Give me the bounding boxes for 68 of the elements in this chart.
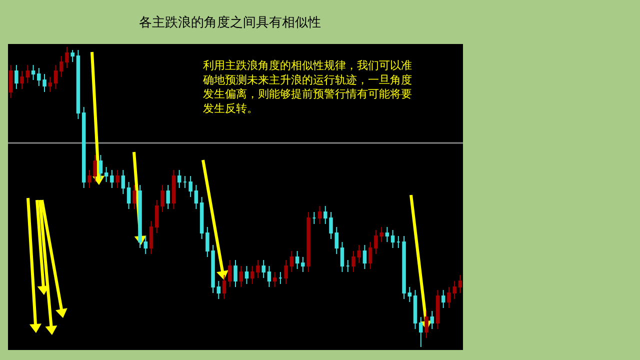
candlestick [244,266,249,284]
candlestick [408,286,412,302]
candlestick [14,64,18,90]
candlestick [98,154,103,180]
candlestick [59,56,64,78]
candlestick [132,184,136,210]
candlestick [256,260,260,278]
candlestick [239,266,243,288]
candlestick [222,274,226,300]
candlestick [402,236,406,300]
candlestick [82,106,86,188]
candlestick [318,206,322,224]
candlestick [436,290,440,330]
chart-title: 各主跌浪的角度之间具有相似性 [139,14,321,31]
candlestick [413,290,418,330]
candlestick [70,50,74,62]
candlestick [278,272,282,284]
candlestick [121,170,126,194]
candlestick [154,200,159,234]
candlestick [138,184,142,248]
candlestick [301,256,305,272]
candlestick [418,316,423,348]
candlestick [48,76,52,92]
candlestick [110,170,114,188]
candlestick [20,70,24,90]
candlestick [250,266,254,284]
candlestick [200,196,204,240]
candlestick [144,236,148,254]
candlestick [441,290,446,308]
candlestick [234,260,238,288]
candlestick [183,176,187,188]
candlestick [104,166,108,182]
candlestick [8,64,13,98]
candlestick [312,212,316,224]
candlestick [116,170,120,188]
candlestick [31,64,36,80]
annotation: 利用主跌浪角度的相似性规律，我们可以准确地预测未来主升浪的运行轨迹，一旦角度发生偏离，则能够提前预警行情有可能将要发生反转。 [202,59,412,115]
candlestick [430,310,434,330]
candlestick [188,176,192,198]
candlestick [126,182,131,210]
candlestick [458,274,462,294]
candlestick [362,244,367,270]
candlestick [390,230,395,248]
candlestick [340,242,344,272]
candlestick [194,184,198,210]
candlestick [228,260,232,288]
candlestick [396,236,400,248]
candlestick [346,260,350,272]
candlestick [385,226,390,242]
candlestick [368,242,372,270]
candlestick [26,64,30,84]
candlestick [54,64,58,90]
candlestick [65,46,69,68]
candlestick [149,220,154,254]
candlestick [172,170,176,210]
candlestick [295,250,300,270]
candlestick [76,50,80,120]
candlestick [177,170,182,188]
candlestick [284,260,288,284]
candlestick [424,310,428,338]
candlestick [262,260,266,278]
candlestick [267,266,272,288]
candlestick [272,272,277,288]
candlestick [166,184,170,210]
candlestick [290,250,294,272]
candlestick [160,184,164,212]
candlestick [306,212,310,272]
candlestick [216,280,221,300]
